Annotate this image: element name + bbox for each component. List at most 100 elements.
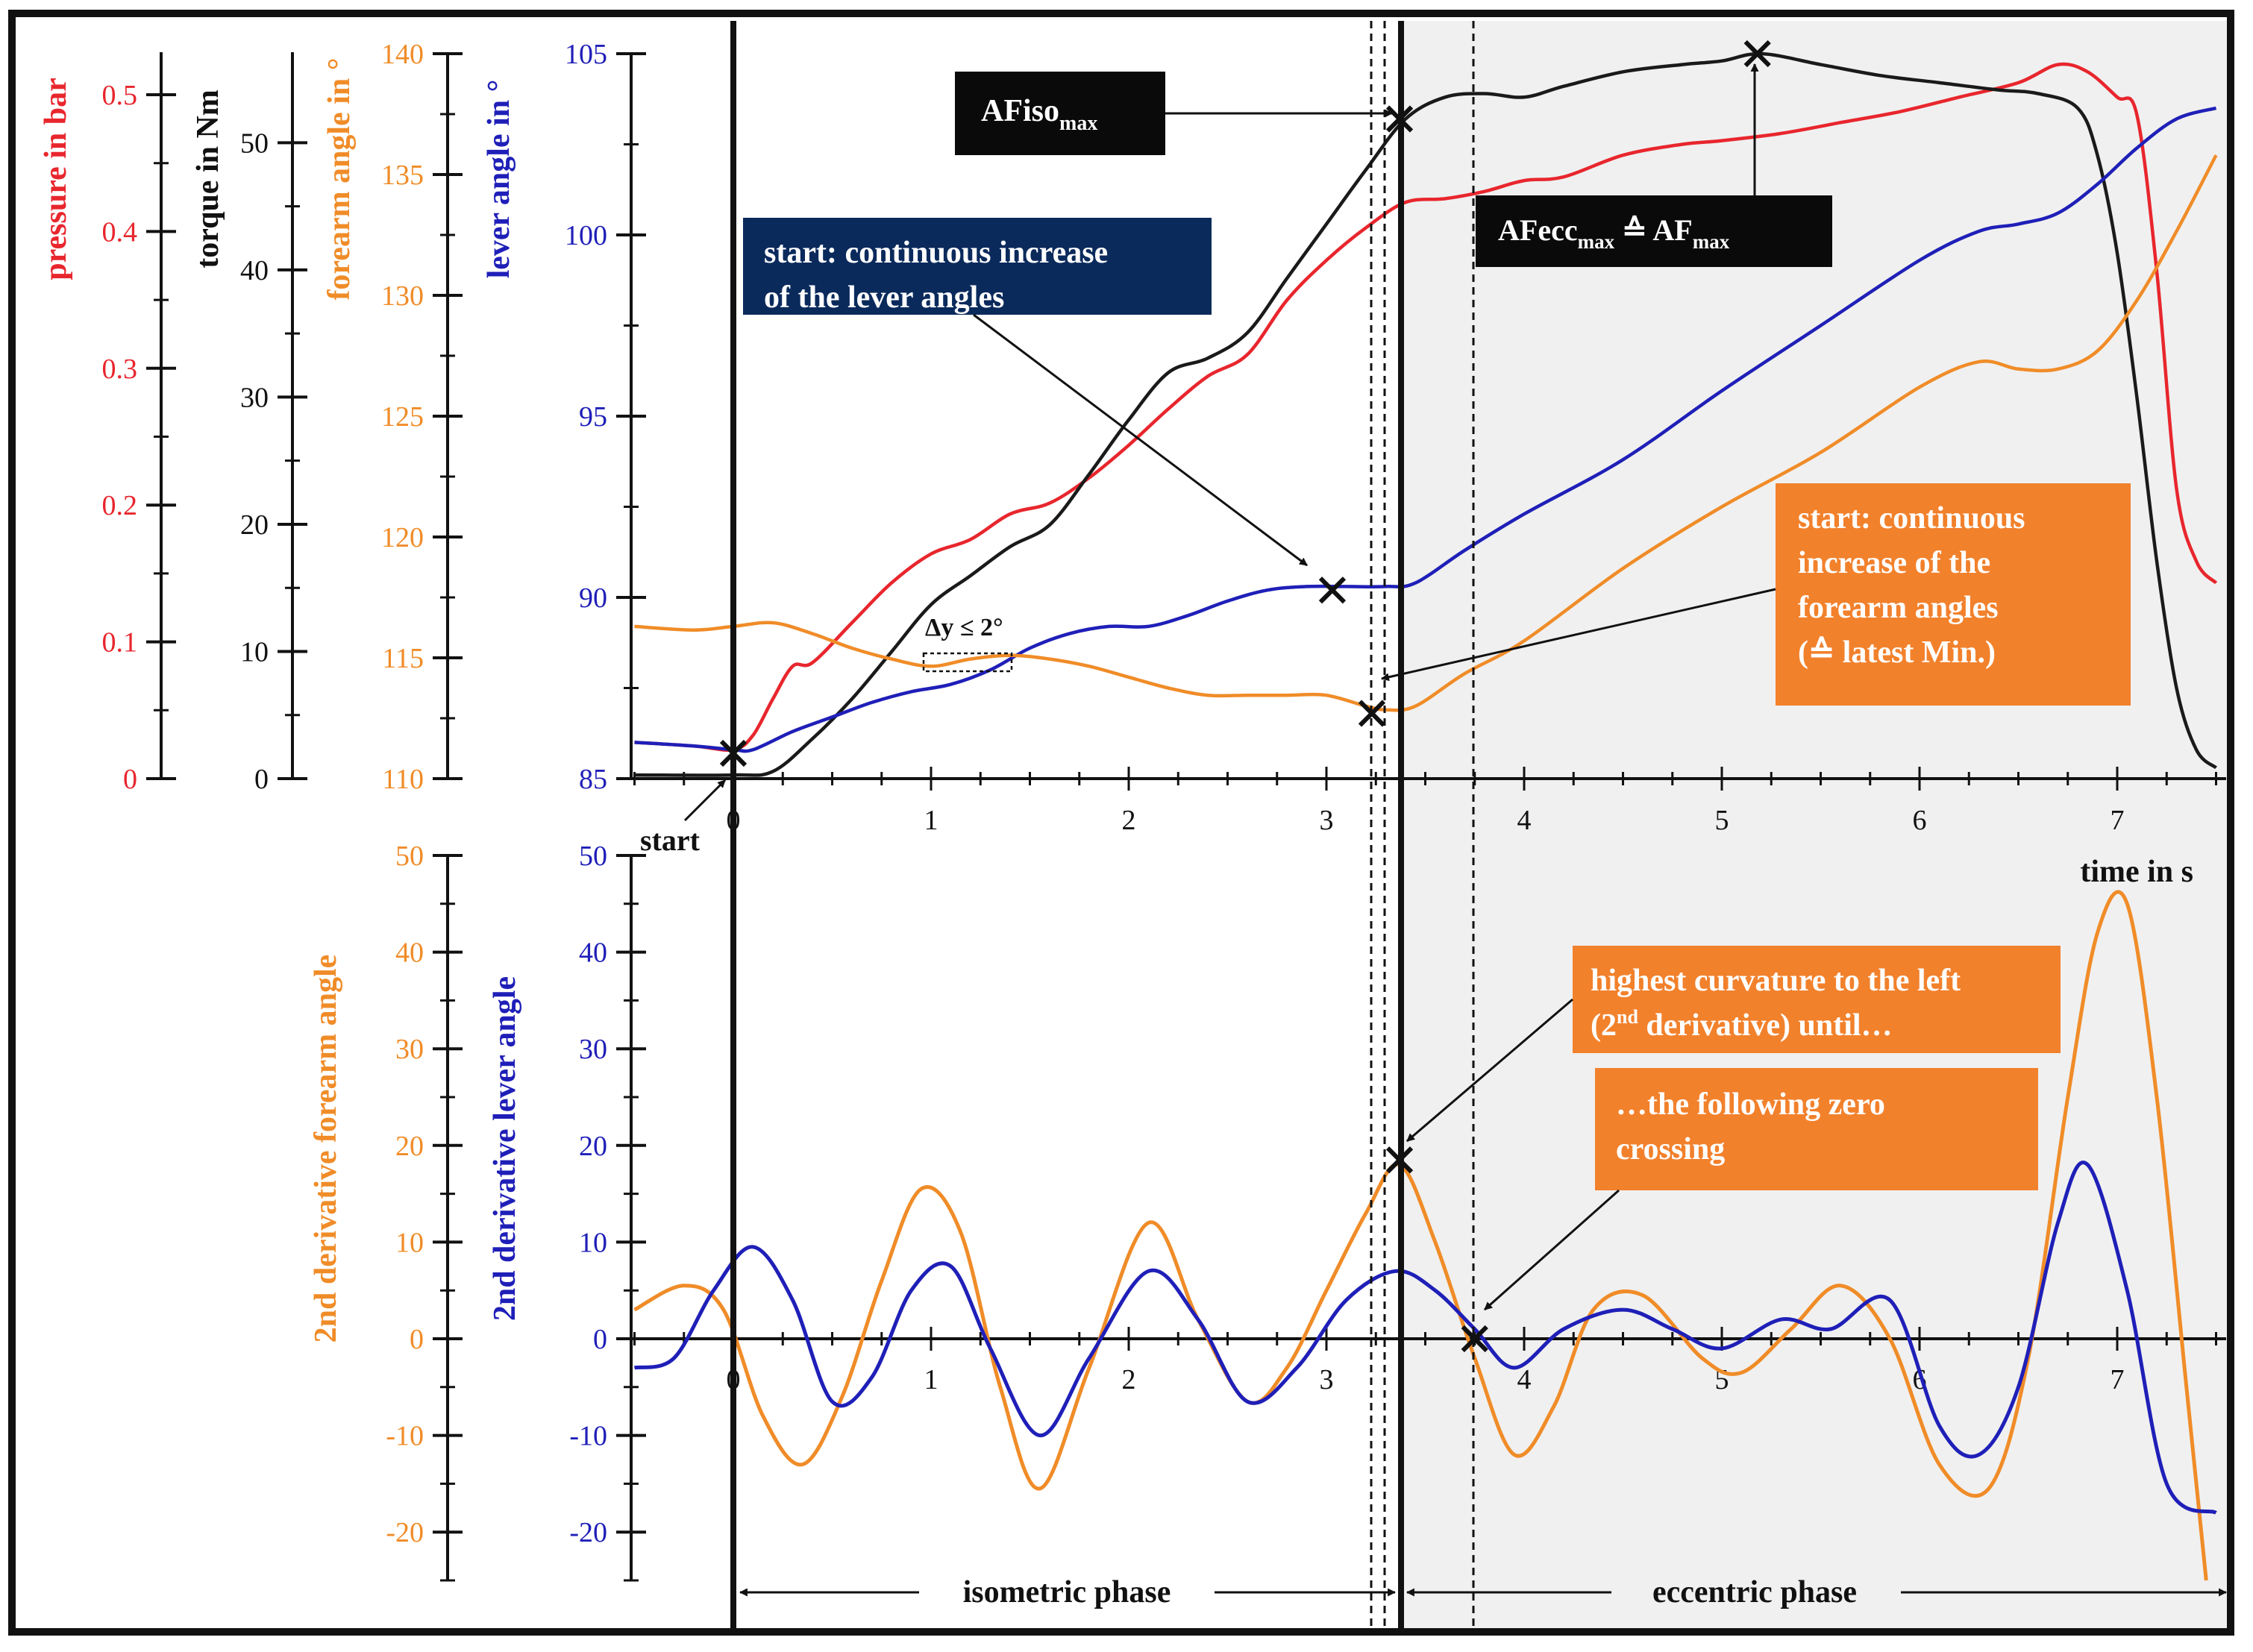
top-x-tick-label: 5 bbox=[1715, 805, 1729, 836]
d2forearm-tick-label: 20 bbox=[395, 1131, 424, 1162]
lever-start-label: start: continuous increase of the lever … bbox=[743, 218, 1212, 315]
afiso-max-label: AFisomax bbox=[955, 72, 1165, 155]
d2lever-axis-title: 2nd derivative lever angle bbox=[488, 976, 522, 1321]
isometric-phase-label: isometric phase bbox=[963, 1575, 1171, 1609]
forearm-tick-label: 135 bbox=[381, 160, 424, 191]
d2forearm-tick-label: 0 bbox=[410, 1324, 424, 1355]
pressure-axis-title: pressure in bar bbox=[39, 78, 73, 280]
start-label: start bbox=[640, 823, 701, 857]
curvature-line2b: derivative) until… bbox=[1638, 1008, 1893, 1043]
forearm-tick-label: 130 bbox=[381, 280, 424, 312]
forearm-start-marker bbox=[1358, 700, 1386, 727]
torque-tick-label: 20 bbox=[240, 509, 269, 541]
top-x-tick-label: 3 bbox=[1320, 805, 1334, 836]
afecc-max-marker bbox=[1743, 40, 1771, 68]
start-arrow bbox=[683, 779, 727, 822]
d2forearm-tick-label: -20 bbox=[386, 1517, 424, 1548]
d2forearm-axis: -20 -10 0 10 20 30 40 50 2nd derivative forearm … bbox=[309, 841, 463, 1582]
svg-text:AFeccmax ≙ AFmax: AFeccmax ≙ AFmax bbox=[1498, 213, 1730, 253]
lever-angle-series-line bbox=[634, 106, 2217, 753]
forearm-start-line2: increase of the bbox=[1798, 546, 1990, 580]
bottom-x-tick-label: 1 bbox=[924, 1364, 939, 1395]
d2forearm-tick-label: 40 bbox=[395, 938, 424, 969]
d2forearm-tick-label: -10 bbox=[386, 1421, 424, 1452]
x-axis-title: time in s bbox=[2080, 855, 2193, 889]
zero-crossing-line1: …the following zero bbox=[1616, 1087, 1885, 1122]
eccentric-phase-background bbox=[1401, 21, 2229, 1629]
bottom-x-tick-label: 4 bbox=[1517, 1364, 1532, 1395]
curvature-arrow bbox=[1406, 998, 1573, 1143]
afecc-mid: ≙ AF bbox=[1614, 213, 1693, 247]
forearm-axis: 110 115 120 125 130 135 140 forearm angle in ° bbox=[322, 39, 463, 795]
torque-axis: 0 10 20 30 40 50 torque in Nm bbox=[191, 52, 307, 795]
lever-tick-label: 90 bbox=[579, 582, 607, 614]
zero-crossing-arrow bbox=[1484, 1189, 1620, 1311]
d2lever-axis: -20 -10 0 10 20 30 40 50 2nd derivative lever an… bbox=[488, 841, 646, 1582]
top-x-axis: 01234567time in s bbox=[631, 767, 2226, 889]
torque-series-line bbox=[634, 51, 2218, 777]
d2forearm-axis-title: 2nd derivative forearm angle bbox=[309, 955, 343, 1343]
pressure-tick-label: 0.1 bbox=[102, 627, 138, 659]
delta-y-label: Δy ≤ 2° bbox=[925, 614, 1003, 641]
lever-axis-title: lever angle in ° bbox=[482, 80, 516, 279]
2nd-derivative-forearm-angle-series-line bbox=[633, 890, 2208, 1581]
top-x-tick-label: 1 bbox=[924, 805, 939, 836]
d2forearm-tick-label: 10 bbox=[395, 1227, 424, 1258]
d2lever-tick-label: -10 bbox=[569, 1421, 607, 1452]
torque-axis-title: torque in Nm bbox=[191, 89, 225, 268]
pressure-series-line bbox=[634, 62, 2218, 752]
top-x-tick-label: 4 bbox=[1517, 805, 1532, 836]
forearm-start-label: start: continuous increase of the forear… bbox=[1776, 483, 2131, 706]
d2lever-tick-label: 30 bbox=[579, 1034, 607, 1065]
d2lever-tick-label: 0 bbox=[593, 1324, 607, 1355]
curvature-line2-sup: nd bbox=[1617, 1006, 1638, 1028]
zero-crossing-line2: crossing bbox=[1616, 1132, 1725, 1166]
zero-crossing-marker bbox=[1461, 1325, 1488, 1353]
pressure-tick-label: 0.3 bbox=[102, 354, 138, 385]
curvature-marker bbox=[1385, 1146, 1414, 1174]
2nd-derivative-lever-angle-series-line bbox=[633, 1161, 2217, 1515]
afiso-main: AFiso bbox=[981, 94, 1059, 128]
torque-tick-label: 40 bbox=[240, 255, 269, 286]
pressure-tick-label: 0.4 bbox=[102, 216, 138, 248]
d2lever-tick-label: 10 bbox=[579, 1227, 607, 1258]
d2lever-tick-label: 20 bbox=[579, 1131, 607, 1162]
curvature-label: highest curvature to the left (2nd deriv… bbox=[1573, 946, 2061, 1053]
torque-tick-label: 50 bbox=[240, 128, 269, 159]
delta-y-box bbox=[922, 652, 1013, 673]
bottom-x-tick-label: 3 bbox=[1320, 1364, 1334, 1395]
lever-start-arrow bbox=[973, 313, 1308, 567]
pressure-tick-label: 0 bbox=[123, 764, 137, 795]
forearm-tick-label: 110 bbox=[382, 764, 424, 795]
d2forearm-tick-label: 30 bbox=[395, 1034, 424, 1065]
bottom-x-tick-label: 7 bbox=[2111, 1364, 2125, 1395]
forearm-tick-label: 125 bbox=[381, 401, 424, 433]
torque-tick-label: 30 bbox=[240, 382, 269, 413]
afecc-max-label: AFeccmax ≙ AFmax bbox=[1476, 195, 1832, 267]
pressure-axis: 0 0.1 0.2 0.3 0.4 0.5 pressure in bar bbox=[39, 52, 176, 795]
torque-tick-label: 10 bbox=[240, 636, 269, 668]
pressure-tick-label: 0.5 bbox=[102, 80, 138, 111]
torque-tick-label: 0 bbox=[254, 764, 269, 795]
forearm-tick-label: 140 bbox=[381, 39, 424, 70]
start-marker bbox=[719, 739, 748, 767]
lever-tick-label: 85 bbox=[579, 764, 607, 795]
af-sub: max bbox=[1693, 230, 1730, 253]
afiso-max-marker bbox=[1385, 105, 1414, 133]
afecc-sub: max bbox=[1578, 230, 1615, 253]
top-x-tick-label: 6 bbox=[1913, 805, 1927, 836]
top-x-tick-label: 7 bbox=[2111, 805, 2125, 836]
top-x-tick-label: 2 bbox=[1122, 805, 1136, 836]
lever-tick-label: 95 bbox=[579, 401, 607, 433]
figure-border bbox=[8, 10, 2234, 1636]
lever-axis: 85 90 95 100 105 lever angle in ° bbox=[482, 39, 646, 795]
lever-tick-label: 105 bbox=[565, 39, 607, 70]
forearm-start-line4: (≙ latest Min.) bbox=[1798, 635, 1996, 670]
lever-start-line1: start: continuous increase bbox=[764, 236, 1108, 270]
forearm-tick-label: 115 bbox=[382, 643, 424, 674]
afiso-sub: max bbox=[1059, 112, 1097, 135]
curvature-line2a: (2 bbox=[1591, 1008, 1617, 1043]
forearm-tick-label: 120 bbox=[381, 522, 424, 553]
d2lever-tick-label: 50 bbox=[579, 841, 607, 872]
